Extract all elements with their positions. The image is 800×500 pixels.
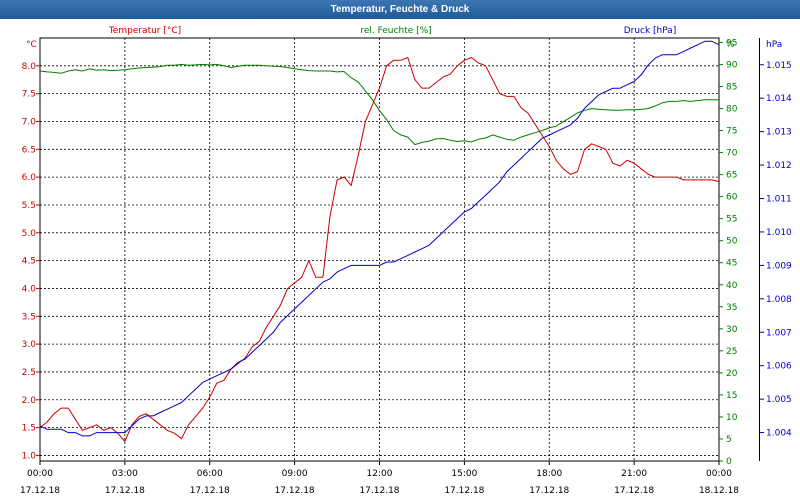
x-tick-time: 00:00 — [27, 469, 53, 479]
temperature-tick-label: 2.0 — [22, 396, 37, 406]
x-tick-date: 17.12.18 — [105, 486, 145, 496]
temperature-tick-label: 1.0 — [22, 451, 37, 461]
humidity-tick-label: 0 — [726, 457, 732, 467]
x-tick-time: 18:00 — [536, 469, 562, 479]
temperature-tick-label: 3.0 — [22, 340, 37, 350]
x-tick-date: 17.12.18 — [444, 486, 484, 496]
x-tick-time: 03:00 — [112, 469, 138, 479]
pressure-unit: hPa — [766, 40, 782, 50]
humidity-tick-label: 60 — [726, 193, 738, 203]
plot-area — [39, 37, 720, 462]
pressure-tick-label: 1.012 — [766, 161, 792, 171]
x-tick-time: 15:00 — [451, 469, 477, 479]
humidity-tick-label: 85 — [726, 82, 737, 92]
temperature-tick-label: 7.5 — [22, 90, 36, 100]
x-tick-date: 17.12.18 — [614, 486, 654, 496]
humidity-series-line — [39, 63, 719, 146]
temperature-tick-label: 6.5 — [22, 145, 36, 155]
humidity-tick-label: 15 — [726, 391, 737, 401]
temperature-tick-label: 5.0 — [22, 229, 37, 239]
axis-labels: 00:00 17.12.18 03:00 17.12.18 06:00 17.12.18 0… — [20, 26, 792, 496]
x-tick-date: 17.12.18 — [359, 486, 399, 496]
x-tick-date: 17.12.18 — [275, 486, 315, 496]
x-tick-time: 09:00 — [282, 469, 308, 479]
pressure-tick-label: 1.010 — [766, 228, 792, 238]
x-tick-time: 00:00 — [706, 469, 732, 479]
humidity-tick-label: 45 — [726, 259, 737, 269]
humidity-tick-label: 75 — [726, 127, 737, 137]
temperature-tick-label: 5.5 — [22, 201, 36, 211]
temperature-tick-label: 6.0 — [22, 173, 37, 183]
temperature-tick-label: 8.0 — [22, 62, 37, 72]
humidity-tick-label: 90 — [726, 60, 738, 70]
x-tick-date: 17.12.18 — [529, 486, 569, 496]
humidity-tick-label: 5 — [726, 435, 732, 445]
x-tick-time: 21:00 — [621, 469, 647, 479]
humidity-tick-label: 65 — [726, 171, 737, 181]
temperature-tick-label: 2.5 — [22, 368, 36, 378]
chart-title: Temperatur, Feuchte & Druck — [0, 0, 800, 19]
pressure-tick-label: 1.006 — [766, 362, 792, 372]
temperature-tick-label: 3.5 — [22, 312, 36, 322]
pressure-tick-label: 1.011 — [766, 195, 792, 205]
pressure-tick-label: 1.015 — [766, 61, 792, 71]
humidity-tick-label: 35 — [726, 303, 737, 313]
grid — [40, 38, 719, 461]
humidity-tick-label: 95 — [726, 38, 737, 48]
pressure-series-line — [39, 40, 720, 437]
humidity-tick-label: 20 — [726, 369, 738, 379]
temperature-tick-label: 4.0 — [22, 284, 37, 294]
humidity-unit: % — [726, 40, 735, 50]
temperature-series-line — [39, 57, 720, 442]
temperature-axis-title: Temperatur [°C] — [108, 26, 181, 36]
temperature-tick-label: 4.5 — [22, 257, 36, 267]
x-tick-date: 18.12.18 — [699, 486, 739, 496]
humidity-tick-label: 70 — [726, 149, 738, 159]
x-tick-time: 06:00 — [197, 469, 223, 479]
humidity-tick-label: 50 — [726, 237, 738, 247]
x-tick-date: 17.12.18 — [190, 486, 230, 496]
pressure-tick-label: 1.004 — [766, 429, 792, 439]
humidity-tick-label: 30 — [726, 325, 738, 335]
pressure-tick-label: 1.013 — [766, 128, 792, 138]
series-group — [39, 40, 720, 442]
right-axis-separator — [759, 38, 760, 461]
pressure-tick-label: 1.007 — [766, 328, 792, 338]
axes — [36, 41, 764, 465]
temperature-unit: °C — [26, 40, 37, 50]
x-tick-time: 12:00 — [367, 469, 393, 479]
pressure-tick-label: 1.014 — [766, 94, 792, 104]
humidity-axis-title: rel. Feuchte [%] — [360, 26, 431, 36]
humidity-tick-label: 55 — [726, 215, 737, 225]
pressure-tick-label: 1.008 — [766, 295, 792, 305]
pressure-tick-label: 1.005 — [766, 395, 792, 405]
humidity-tick-label: 10 — [726, 413, 738, 423]
x-tick-date: 17.12.18 — [20, 486, 60, 496]
pressure-tick-label: 1.009 — [766, 261, 792, 271]
temperature-tick-label: 1.5 — [22, 424, 36, 434]
temperature-tick-label: 7.0 — [22, 117, 37, 127]
pressure-axis-title: Druck [hPa] — [624, 26, 677, 36]
humidity-tick-label: 40 — [726, 281, 738, 291]
humidity-tick-label: 80 — [726, 105, 738, 115]
humidity-tick-label: 25 — [726, 347, 737, 357]
